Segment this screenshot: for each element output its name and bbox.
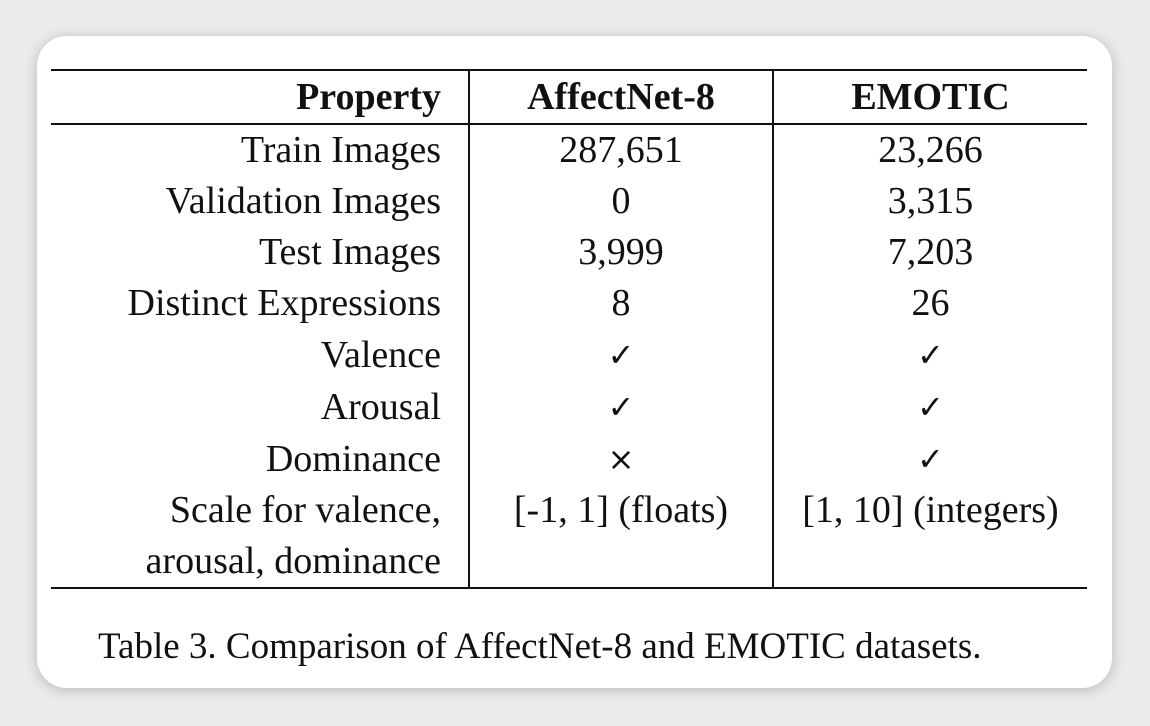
header-affectnet: AffectNet-8 — [468, 69, 774, 125]
table-row: Valence ✓ ✓ — [51, 329, 1087, 381]
table-header-row: Property AffectNet-8 EMOTIC — [51, 69, 1087, 125]
row-label: Validation Images — [165, 180, 441, 222]
table-row: Dominance × ✓ — [51, 433, 1087, 485]
table-row: Arousal ✓ ✓ — [51, 381, 1087, 433]
header-emotic: EMOTIC — [773, 69, 1087, 125]
row-label: Valence — [320, 333, 441, 376]
table-row: Validation Images 0 3,315 — [51, 176, 1087, 227]
emotic-value: 3,315 — [887, 180, 974, 222]
row-label: Test Images — [258, 231, 441, 273]
checkmark-icon: ✓ — [917, 388, 944, 426]
affectnet-value: [-1, 1] (floats) — [468, 485, 774, 589]
affectnet-value: 0 — [468, 176, 774, 227]
checkmark-icon: ✓ — [917, 440, 944, 478]
table-row: Train Images 287,651 23,266 — [51, 124, 1087, 176]
row-label-line: arousal, dominance — [145, 540, 441, 582]
emotic-value: 26 — [911, 282, 950, 324]
table-row: Distinct Expressions 8 26 — [51, 278, 1087, 329]
checkmark-icon: ✓ — [607, 388, 635, 426]
row-label: Distinct Expressions — [127, 282, 441, 324]
emotic-value: [1, 10] (integers) — [773, 485, 1087, 589]
row-label-line: Scale for valence, — [169, 489, 441, 531]
emotic-value: 7,203 — [887, 231, 974, 273]
affectnet-value: 287,651 — [468, 124, 774, 176]
affectnet-value: 8 — [468, 278, 774, 329]
table-row: Test Images 3,999 7,203 — [51, 227, 1087, 278]
cross-icon: × — [607, 440, 635, 478]
row-label: Train Images — [240, 129, 441, 171]
table-card: Property AffectNet-8 EMOTIC Train Images… — [37, 36, 1112, 688]
row-label: Dominance — [265, 437, 441, 480]
table-caption: Table 3. Comparison of AffectNet-8 and E… — [98, 626, 982, 667]
comparison-table: Property AffectNet-8 EMOTIC Train Images… — [51, 69, 1087, 589]
header-property: Property — [51, 69, 469, 125]
affectnet-value: 3,999 — [468, 227, 774, 278]
checkmark-icon: ✓ — [917, 336, 944, 374]
row-label: Scale for valence, arousal, dominance — [51, 485, 469, 589]
checkmark-icon: ✓ — [607, 336, 635, 374]
emotic-value: 23,266 — [878, 129, 983, 171]
table-row: Scale for valence, arousal, dominance [-… — [51, 485, 1087, 589]
row-label: Arousal — [320, 385, 441, 428]
